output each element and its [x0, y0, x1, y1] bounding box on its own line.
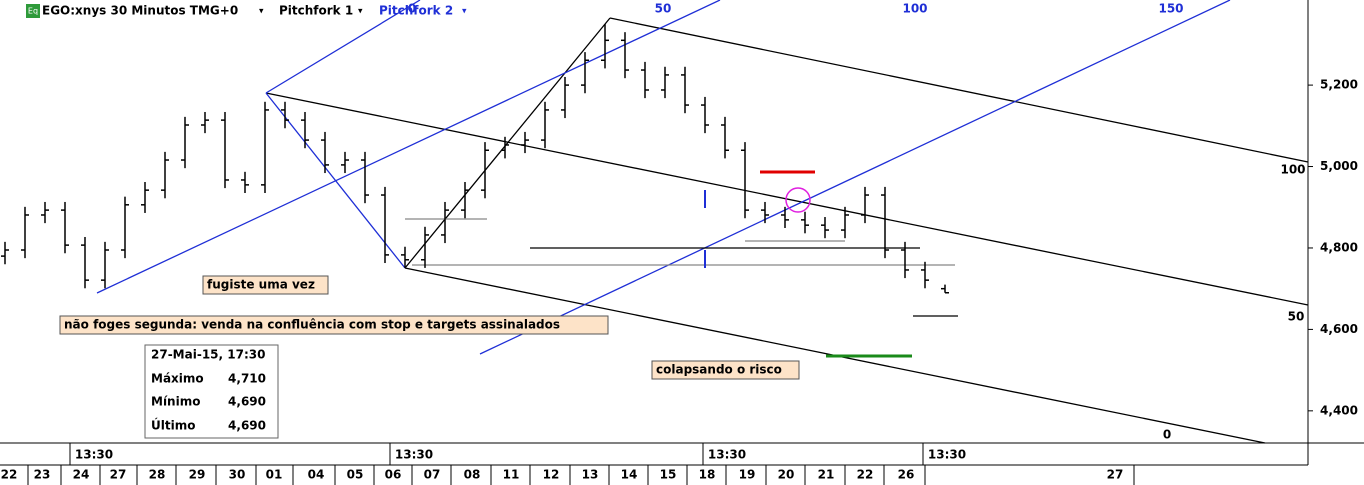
info-value: 4,710	[228, 372, 266, 386]
info-label: Mínimo	[151, 395, 200, 409]
info-label: Último	[151, 418, 195, 433]
info-box: 27-Mai-15, 17:30 Máximo 4,710 Mínimo 4,6…	[144, 344, 279, 439]
y-tick-label: 4,800	[1320, 240, 1358, 254]
date-label: 23	[34, 468, 51, 482]
date-label: 08	[464, 468, 481, 482]
annotations: fugiste uma vez não foges segunda: venda …	[59, 275, 800, 380]
blue-line	[96, 0, 721, 294]
time-label: 13:30	[928, 448, 966, 462]
fan-label: 50	[655, 2, 672, 16]
fan-label: 100	[1280, 163, 1305, 177]
date-label: 13	[582, 468, 599, 482]
date-label: 19	[739, 468, 756, 482]
dropdown[interactable]: ▾	[259, 7, 264, 17]
fan-label: 100	[902, 2, 927, 16]
date-label: 27	[110, 468, 127, 482]
annotation: colapsando o risco	[656, 363, 782, 377]
eq-icon	[26, 4, 40, 18]
y-tick-label: 5,000	[1320, 159, 1358, 173]
eq-icon-text: Eq	[28, 7, 38, 16]
date-label: 22	[1, 468, 18, 482]
fork-handle	[404, 17, 611, 269]
y-tick-label: 5,200	[1320, 78, 1358, 92]
info-box-frame	[144, 344, 279, 439]
info-date: 27-Mai-15, 17:30	[151, 348, 265, 362]
study-name[interactable]: Pitchfork 2	[379, 4, 453, 18]
date-label: 04	[308, 468, 325, 482]
info-value: 4,690	[228, 419, 266, 433]
y-tick-label: 4,400	[1320, 403, 1358, 417]
date-label: 01	[266, 468, 283, 482]
date-label: 15	[660, 468, 677, 482]
fan-label: 50	[1288, 310, 1305, 324]
date-label: 11	[503, 468, 520, 482]
annotation: não foges segunda: venda na confluência …	[64, 318, 560, 332]
date-label: 14	[621, 468, 638, 482]
date-label: 18	[699, 468, 716, 482]
date-label: 26	[898, 468, 915, 482]
date-label: 12	[543, 468, 560, 482]
date-label: 29	[189, 468, 206, 482]
date-label: 05	[347, 468, 364, 482]
date-label: 21	[818, 468, 835, 482]
bars	[0, 24, 949, 294]
dropdown[interactable]: ▾	[462, 7, 467, 17]
annotation-box	[59, 315, 609, 335]
info-label: Máximo	[151, 372, 204, 386]
blue-line	[479, 0, 1231, 355]
fan-label: 0	[1163, 428, 1171, 442]
time-label: 13:30	[395, 448, 433, 462]
date-label: 06	[385, 468, 402, 482]
date-label: 20	[778, 468, 795, 482]
blue-line	[265, 0, 421, 94]
date-label: 24	[73, 468, 90, 482]
chart-title: EGO:xnys 30 Minutos TMG+0	[42, 4, 238, 18]
date-label: 22	[857, 468, 874, 482]
info-value: 4,690	[228, 395, 266, 409]
pitchforks	[96, 0, 1309, 444]
fan-label: 0	[408, 2, 416, 16]
y-tick-label: 4,600	[1320, 322, 1358, 336]
fork-median	[265, 92, 1309, 306]
confluence-circle	[785, 187, 811, 213]
dropdown[interactable]: ▾	[358, 7, 363, 17]
date-label: 30	[229, 468, 246, 482]
fork-upper	[609, 17, 1309, 163]
study-name[interactable]: Pitchfork 1	[279, 4, 353, 18]
time-label: 13:30	[708, 448, 746, 462]
date-label: 28	[149, 468, 166, 482]
annotation-box	[202, 275, 329, 295]
time-label: 13:30	[75, 448, 113, 462]
date-label: 27	[1107, 468, 1124, 482]
annotation: fugiste uma vez	[207, 278, 315, 292]
date-label: 07	[424, 468, 441, 482]
fan-label: 150	[1158, 2, 1183, 16]
annotation-box	[651, 360, 800, 380]
